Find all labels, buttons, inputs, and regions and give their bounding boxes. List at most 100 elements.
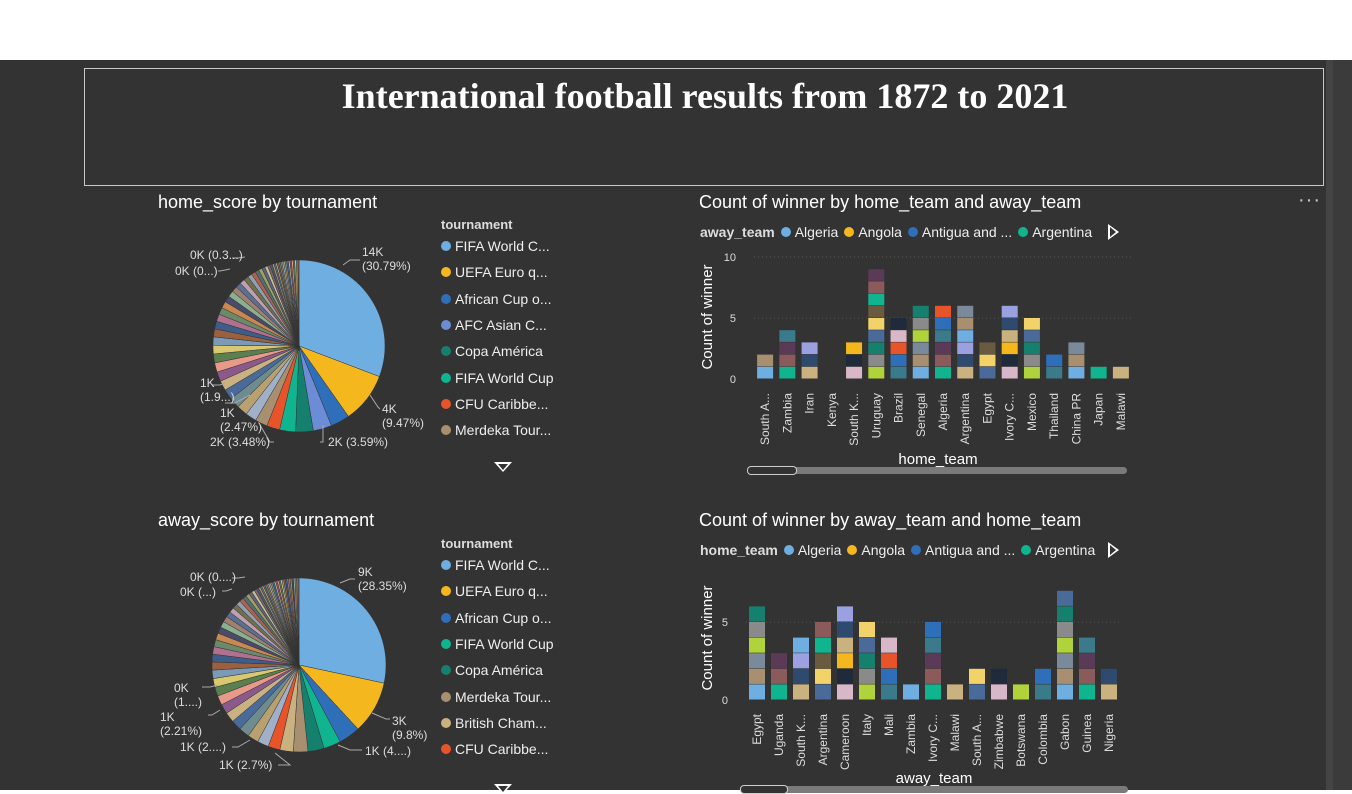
bar-segment[interactable]	[757, 366, 774, 379]
bar-segment[interactable]	[1079, 684, 1095, 700]
bar-segment[interactable]	[947, 684, 963, 700]
bar-segment[interactable]	[1068, 366, 1085, 379]
bar-segment[interactable]	[837, 684, 853, 700]
bar-segment[interactable]	[1035, 668, 1051, 684]
legend-item[interactable]: CFU Caribbe...	[441, 736, 554, 762]
bar-segment[interactable]	[1057, 653, 1073, 669]
bar-segment[interactable]	[1013, 684, 1029, 700]
bar-segment[interactable]	[890, 354, 907, 367]
legend-item[interactable]: Antigua and ...	[907, 224, 1012, 240]
bar-segment[interactable]	[749, 668, 765, 684]
bar-segment[interactable]	[749, 606, 765, 622]
bar-segment[interactable]	[979, 354, 996, 367]
bar-segment[interactable]	[868, 293, 885, 306]
legend-item[interactable]: UEFA Euro q...	[441, 259, 554, 285]
bar-segment[interactable]	[859, 668, 875, 684]
bar-segment[interactable]	[749, 653, 765, 669]
bar-segment[interactable]	[1001, 366, 1018, 379]
bar-segment[interactable]	[969, 668, 985, 684]
bar-segment[interactable]	[815, 653, 831, 669]
bar-segment[interactable]	[1023, 330, 1040, 342]
bar-segment[interactable]	[749, 637, 765, 653]
bar-segment[interactable]	[801, 342, 818, 355]
legend-item[interactable]: British Cham...	[441, 710, 554, 736]
bar-segment[interactable]	[801, 354, 818, 367]
bar-segment[interactable]	[1001, 318, 1018, 330]
bar-segment[interactable]	[890, 366, 907, 379]
bar-segment[interactable]	[979, 342, 996, 355]
legend-item[interactable]: FIFA World C...	[441, 552, 554, 578]
bar-segment[interactable]	[1001, 305, 1018, 318]
bar-segment[interactable]	[912, 318, 929, 330]
bar-segment[interactable]	[1035, 684, 1051, 700]
pie-away-chart[interactable]: 9K(28.35%) 3K(9.8%) 1K (4....) 1K (2.7%) 1K …	[150, 555, 440, 775]
bar-segment[interactable]	[1057, 622, 1073, 638]
vertical-scrollbar[interactable]	[1326, 60, 1352, 790]
legend-item[interactable]: CFU Caribbe...	[441, 391, 554, 417]
bar-segment[interactable]	[779, 366, 796, 379]
pie-slice[interactable]	[298, 259, 386, 377]
bar-segment[interactable]	[912, 330, 929, 342]
bar-segment[interactable]	[793, 668, 809, 684]
legend-item[interactable]: Copa América	[441, 338, 554, 364]
bar-segment[interactable]	[1046, 354, 1063, 367]
bar-segment[interactable]	[890, 342, 907, 355]
bar-segment[interactable]	[1057, 590, 1073, 606]
vertical-scrollbar-thumb[interactable]	[1326, 60, 1333, 790]
bar-segment[interactable]	[957, 342, 974, 355]
bar-segment[interactable]	[935, 305, 951, 318]
bar-segment[interactable]	[925, 684, 941, 700]
legend-item[interactable]: AFC Asian C...	[441, 312, 554, 338]
bar-segment[interactable]	[1046, 366, 1063, 379]
bar-segment[interactable]	[935, 330, 951, 342]
legend-item[interactable]: African Cup o...	[441, 286, 554, 312]
bar-segment[interactable]	[846, 342, 863, 355]
bar-bottom-legend-next-icon[interactable]	[1108, 542, 1119, 558]
bar-segment[interactable]	[793, 684, 809, 700]
bar-segment[interactable]	[793, 637, 809, 653]
bar-segment[interactable]	[935, 354, 951, 367]
bar-segment[interactable]	[912, 305, 929, 318]
bar-segment[interactable]	[1057, 606, 1073, 622]
bar-segment[interactable]	[859, 637, 875, 653]
bar-segment[interactable]	[757, 354, 774, 367]
bar-segment[interactable]	[1023, 366, 1040, 379]
bar-segment[interactable]	[1057, 637, 1073, 653]
bar-segment[interactable]	[991, 668, 1007, 684]
bar-segment[interactable]	[815, 684, 831, 700]
bar-segment[interactable]	[935, 366, 951, 379]
more-options-icon[interactable]: ···	[1298, 189, 1321, 211]
pie-slice[interactable]	[297, 577, 300, 666]
bar-segment[interactable]	[957, 318, 974, 330]
bar-segment[interactable]	[1001, 342, 1018, 355]
bar-segment[interactable]	[881, 637, 897, 653]
bar-segment[interactable]	[1079, 668, 1095, 684]
bar-segment[interactable]	[957, 354, 974, 367]
bar-segment[interactable]	[969, 684, 985, 700]
bar-segment[interactable]	[771, 668, 787, 684]
bar-segment[interactable]	[868, 269, 885, 281]
bar-bottom-chart[interactable]: 0 5 Egypt Uganda South K... Argentina Cameroon…	[690, 570, 1140, 790]
bar-segment[interactable]	[859, 622, 875, 638]
bar-segment[interactable]	[979, 366, 996, 379]
bar-segment[interactable]	[749, 622, 765, 638]
bar-segment[interactable]	[912, 354, 929, 367]
bar-segment[interactable]	[925, 668, 941, 684]
bar-segment[interactable]	[868, 366, 885, 379]
bar-segment[interactable]	[957, 330, 974, 342]
legend-item[interactable]: Merdeka Tour...	[441, 417, 554, 443]
bar-segment[interactable]	[935, 342, 951, 355]
bar-top-hscroll[interactable]	[747, 466, 1127, 475]
legend-item[interactable]: FIFA World Cup	[441, 631, 554, 657]
pie-home-legend-more-icon[interactable]	[494, 462, 512, 472]
legend-item[interactable]: Angola	[847, 542, 905, 558]
bar-segment[interactable]	[957, 366, 974, 379]
bar-segment[interactable]	[881, 653, 897, 669]
bar-segment[interactable]	[903, 684, 919, 700]
bar-segment[interactable]	[1023, 342, 1040, 355]
bar-segment[interactable]	[935, 318, 951, 330]
legend-item[interactable]: FIFA World Cup	[441, 364, 554, 390]
bar-segment[interactable]	[868, 342, 885, 355]
bar-segment[interactable]	[837, 606, 853, 622]
bar-segment[interactable]	[815, 668, 831, 684]
